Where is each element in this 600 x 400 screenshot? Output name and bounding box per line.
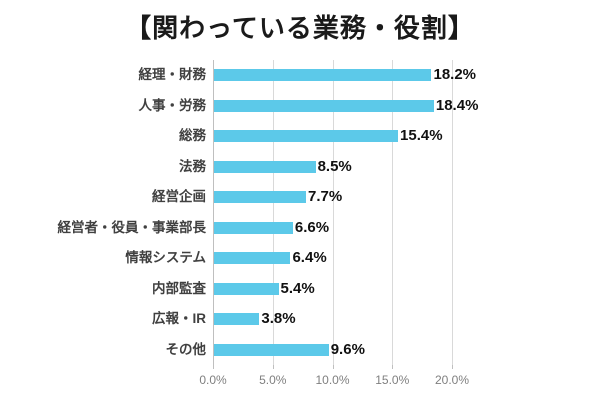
- value-label: 3.8%: [261, 310, 296, 328]
- axis-tick: [392, 365, 394, 369]
- bar: [214, 313, 260, 326]
- gridline: [392, 60, 394, 365]
- bar: [214, 343, 329, 356]
- axis-tick: [272, 365, 274, 369]
- category-label: 広報・IR: [152, 311, 206, 327]
- bar: [214, 99, 434, 112]
- x-tick-label: 20.0%: [434, 373, 470, 387]
- bar: [214, 130, 399, 143]
- category-label: 経営者・役員・事業部長: [57, 219, 207, 235]
- category-label: 内部監査: [152, 280, 206, 296]
- x-tick-label: 10.0%: [315, 373, 350, 387]
- value-label: 6.4%: [292, 249, 327, 267]
- category-label: その他: [165, 341, 207, 357]
- bar: [214, 252, 291, 265]
- category-label: 情報システム: [125, 250, 206, 266]
- chart-title: 【関わっている業務・役割】: [125, 13, 475, 43]
- bar: [214, 221, 293, 234]
- value-label: 15.4%: [400, 127, 443, 145]
- category-label: 経理・財務: [138, 67, 207, 83]
- bar: [214, 69, 432, 82]
- x-tick-label: 5.0%: [259, 373, 287, 387]
- category-label: 経営企画: [152, 189, 206, 205]
- gridline: [272, 60, 274, 365]
- category-label: 総務: [179, 128, 206, 144]
- category-label: 法務: [179, 158, 206, 174]
- axis-tick: [213, 365, 214, 369]
- axis-tick: [332, 365, 334, 369]
- x-tick-label: 15.0%: [375, 373, 410, 387]
- bar: [214, 160, 316, 173]
- category-label: 人事・労務: [138, 97, 207, 113]
- value-label: 6.6%: [294, 218, 330, 236]
- value-label: 7.7%: [308, 188, 343, 206]
- y-axis-line: [213, 60, 214, 365]
- bar: [214, 191, 306, 204]
- value-label: 8.5%: [317, 157, 352, 175]
- x-tick-label: 0.0%: [199, 373, 227, 387]
- gridline: [332, 60, 334, 365]
- bar: [214, 282, 279, 295]
- value-label: 5.4%: [280, 279, 315, 297]
- value-label: 18.2%: [433, 66, 477, 84]
- axis-tick: [452, 365, 453, 369]
- gridline: [452, 60, 453, 365]
- value-label: 9.6%: [330, 340, 365, 358]
- value-label: 18.4%: [435, 96, 479, 114]
